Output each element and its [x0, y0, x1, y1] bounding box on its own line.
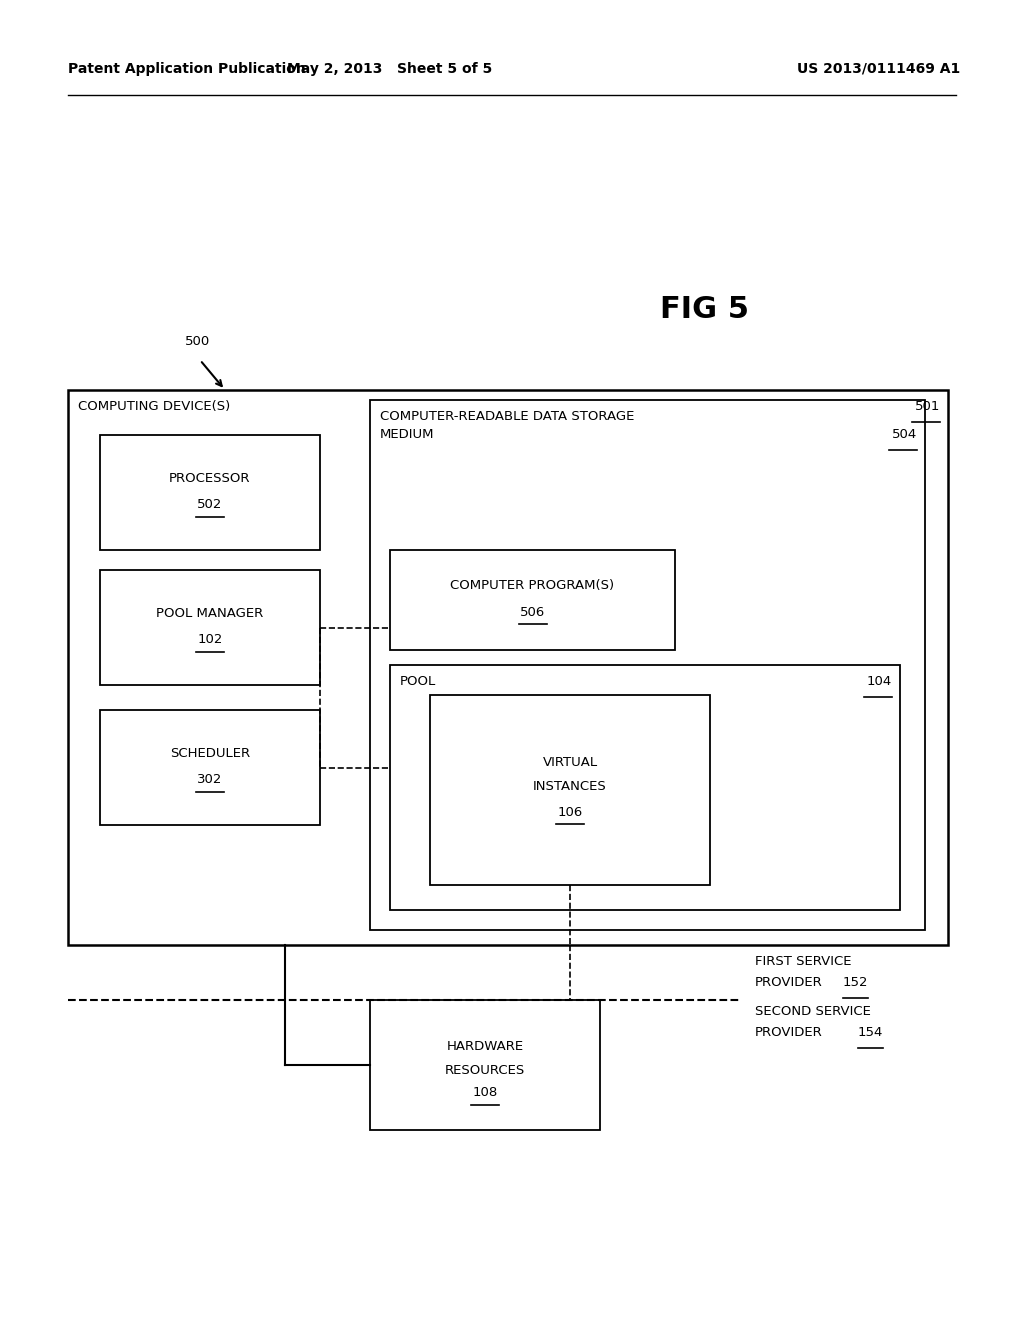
Text: FIRST SERVICE: FIRST SERVICE: [755, 954, 852, 968]
Bar: [370, 400, 925, 931]
Bar: [370, 1001, 600, 1130]
Text: 506: 506: [520, 606, 545, 619]
Text: 154: 154: [858, 1026, 884, 1039]
Text: May 2, 2013   Sheet 5 of 5: May 2, 2013 Sheet 5 of 5: [288, 62, 493, 77]
Bar: [390, 665, 900, 909]
Bar: [100, 570, 319, 685]
Bar: [430, 696, 710, 884]
Bar: [100, 436, 319, 550]
Text: 502: 502: [198, 498, 222, 511]
Text: 102: 102: [198, 634, 222, 645]
Text: PROVIDER: PROVIDER: [755, 1026, 822, 1039]
Text: 104: 104: [866, 675, 892, 688]
Text: RESOURCES: RESOURCES: [444, 1064, 525, 1077]
Text: 500: 500: [185, 335, 210, 348]
Bar: [100, 710, 319, 825]
Text: US 2013/0111469 A1: US 2013/0111469 A1: [797, 62, 961, 77]
Text: Patent Application Publication: Patent Application Publication: [68, 62, 306, 77]
Bar: [68, 389, 948, 945]
Text: 106: 106: [557, 805, 583, 818]
Text: PROCESSOR: PROCESSOR: [169, 473, 251, 484]
Text: 302: 302: [198, 774, 222, 785]
Text: POOL MANAGER: POOL MANAGER: [157, 607, 263, 620]
Text: VIRTUAL: VIRTUAL: [543, 755, 598, 768]
Text: PROVIDER: PROVIDER: [755, 975, 822, 989]
Bar: [390, 550, 675, 649]
Text: INSTANCES: INSTANCES: [534, 780, 607, 792]
Text: SCHEDULER: SCHEDULER: [170, 747, 250, 760]
Text: SECOND SERVICE: SECOND SERVICE: [755, 1005, 870, 1018]
Text: 152: 152: [843, 975, 868, 989]
Text: COMPUTING DEVICE(S): COMPUTING DEVICE(S): [78, 400, 230, 413]
Text: COMPUTER PROGRAM(S): COMPUTER PROGRAM(S): [451, 579, 614, 593]
Text: 501: 501: [914, 400, 940, 413]
Text: 108: 108: [472, 1086, 498, 1100]
Text: HARDWARE: HARDWARE: [446, 1040, 523, 1053]
Text: POOL: POOL: [400, 675, 436, 688]
Text: 504: 504: [892, 428, 918, 441]
Text: COMPUTER-READABLE DATA STORAGE
MEDIUM: COMPUTER-READABLE DATA STORAGE MEDIUM: [380, 411, 635, 441]
Text: FIG 5: FIG 5: [660, 294, 749, 323]
